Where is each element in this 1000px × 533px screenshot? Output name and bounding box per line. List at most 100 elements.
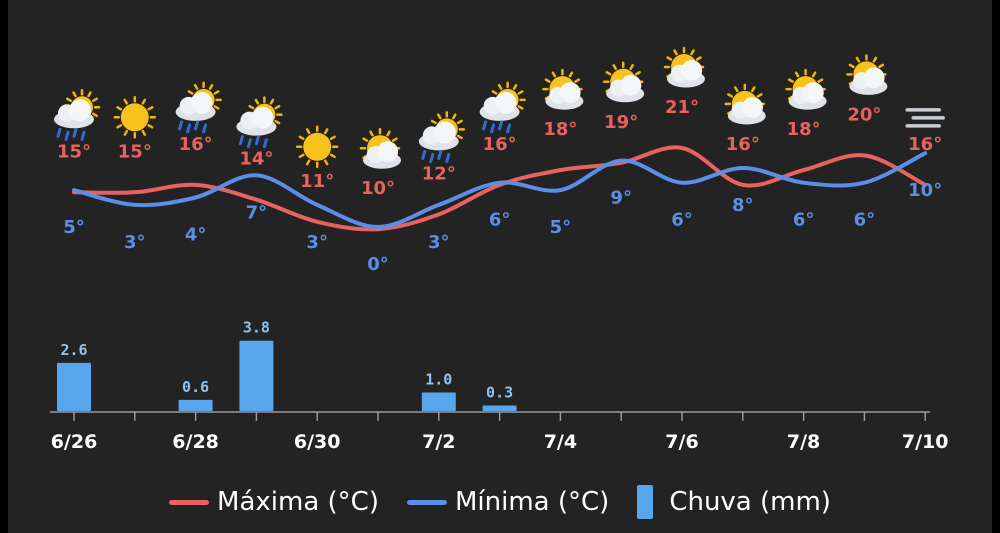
sun-ray — [517, 105, 524, 110]
sun-ray — [391, 137, 398, 142]
sun-cloud-icon — [542, 68, 584, 110]
sun-ray — [491, 90, 498, 95]
sun-cloud-rain-icon — [175, 81, 222, 134]
sun-ray — [269, 98, 275, 105]
legend-max-label: Máxima (°C) — [217, 487, 379, 517]
sun-ray — [329, 135, 336, 141]
max-temp-label: 15° — [57, 141, 91, 162]
rain-value-label: 3.8 — [243, 319, 270, 337]
sun-ray — [517, 90, 524, 95]
x-tick-label: 6/30 — [294, 431, 341, 453]
sun-ray — [817, 78, 824, 83]
rain-bar — [57, 362, 91, 411]
sun-ray — [213, 105, 220, 110]
legend-item-min[interactable]: Mínima (°C) — [406, 487, 610, 517]
sun-ray — [605, 71, 612, 76]
sun-ray — [298, 135, 305, 141]
x-tick-label: 7/10 — [902, 431, 949, 453]
sun-icon — [295, 125, 339, 169]
sun-ray — [116, 124, 123, 129]
rain-value-label: 0.3 — [486, 383, 513, 401]
sun-ray — [193, 83, 199, 90]
cloud-puff — [863, 67, 885, 89]
cloud-puff — [802, 82, 824, 104]
sun-cloud-icon — [846, 54, 888, 95]
sun-ray — [430, 119, 437, 125]
sun-cloud-rain-icon — [479, 81, 526, 134]
rain-drop — [262, 138, 268, 149]
sun-ray — [147, 106, 154, 111]
max-temp-label: 16° — [726, 134, 760, 155]
rain-drop — [506, 123, 512, 134]
min-temp-label: 5° — [63, 217, 85, 238]
min-temp-label: 10° — [908, 180, 942, 201]
sun-ray — [872, 56, 878, 63]
max-temp-label: 19° — [604, 112, 638, 133]
rain-drop — [238, 135, 244, 146]
sun-ray — [213, 90, 220, 95]
sun-ray — [362, 137, 369, 142]
x-tick-label: 7/8 — [787, 431, 820, 453]
sun-ray — [811, 71, 817, 78]
cloud-puff — [433, 121, 456, 144]
sun-ray — [323, 159, 329, 166]
sun-ray — [141, 129, 147, 136]
max-temp-label: 21° — [665, 97, 699, 118]
rain-drop — [498, 120, 504, 131]
sun-ray — [673, 49, 678, 56]
rain-drop — [445, 152, 451, 163]
max-temp-label: 18° — [543, 119, 577, 140]
legend-item-rain[interactable]: Chuva (mm) — [637, 485, 831, 519]
sun-ray — [756, 93, 763, 98]
rain-drop — [429, 152, 435, 163]
sun-ray — [147, 124, 154, 129]
max-temp-label: 18° — [787, 119, 821, 140]
sun-ray — [787, 78, 794, 83]
max-temp-label: 11° — [300, 171, 334, 192]
max-temp-label: 16° — [908, 134, 942, 155]
cloud-puff — [620, 74, 642, 96]
sun-ray — [878, 63, 885, 69]
sun-ray — [497, 83, 503, 90]
sun-ray — [437, 113, 442, 120]
chart-legend: Máxima (°C) Mínima (°C) Chuva (mm) — [0, 478, 1000, 526]
sun-cloud-icon — [663, 46, 705, 88]
max-temp-label: 12° — [422, 163, 456, 184]
min-temp-label: 3° — [306, 232, 328, 253]
sun-ray — [386, 130, 391, 137]
rain-drop — [421, 149, 427, 160]
max-temp-label: 16° — [483, 134, 517, 155]
sun-ray — [72, 91, 77, 98]
cloud-puff — [494, 91, 517, 114]
x-tick-label: 6/26 — [51, 431, 98, 453]
sun-icon — [113, 96, 157, 139]
sun-ray — [456, 119, 463, 125]
rain-drop — [254, 135, 260, 146]
rain-drop — [437, 149, 443, 160]
right-border — [992, 0, 1000, 533]
min-temp-label: 4° — [185, 224, 207, 245]
sun-ray — [574, 78, 581, 83]
rain-drop — [64, 130, 70, 141]
legend-rain-label: Chuva (mm) — [669, 487, 831, 517]
sun-cloud-icon — [724, 83, 766, 125]
sun-ray — [369, 130, 374, 137]
min-temp-label: 8° — [732, 195, 754, 216]
sun-ray — [254, 98, 260, 105]
sun-disc — [120, 103, 149, 132]
sun-ray — [612, 64, 617, 71]
sun-ray — [116, 106, 123, 111]
sun-ray — [551, 71, 557, 78]
sun-ray — [666, 56, 673, 61]
sun-ray — [855, 56, 861, 63]
legend-min-label: Mínima (°C) — [454, 487, 610, 517]
legend-item-max[interactable]: Máxima (°C) — [169, 487, 379, 517]
sun-ray — [794, 71, 800, 78]
rain-drop — [178, 120, 184, 131]
rain-drop — [490, 123, 496, 134]
min-temp-label: 6° — [854, 210, 876, 231]
rain-bar — [239, 340, 274, 411]
sun-ray — [512, 83, 518, 90]
